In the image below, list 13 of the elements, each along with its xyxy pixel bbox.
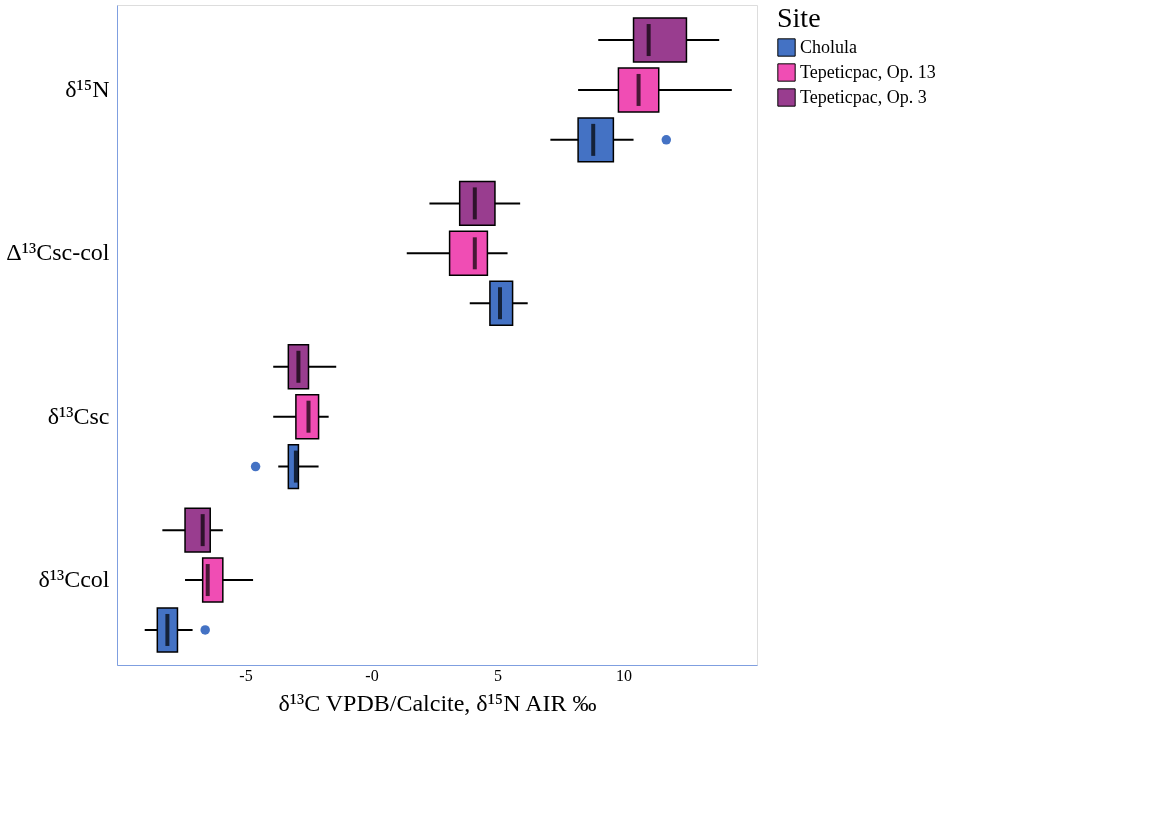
- y-tick-label: δ¹³Csc: [47, 402, 110, 429]
- x-tick-label: 10: [615, 666, 632, 684]
- x-tick-label: -5: [239, 666, 253, 684]
- legend-label: Tepeticpac, Op. 13: [800, 61, 936, 82]
- y-tick-label: δ¹⁵N: [65, 75, 110, 102]
- legend-title: Site: [777, 2, 821, 33]
- x-tick-label: -0: [365, 666, 379, 684]
- legend-label: Tepeticpac, Op. 3: [800, 86, 927, 107]
- y-tick-label: Δ¹³Csc-col: [6, 239, 110, 266]
- x-axis-title: δ¹³C VPDB/Calcite, δ¹⁵N AIR ‰: [278, 689, 597, 716]
- x-tick-label: 5: [493, 666, 502, 684]
- y-tick-label: δ¹³Ccol: [38, 566, 110, 593]
- legend-label: Cholula: [800, 36, 858, 57]
